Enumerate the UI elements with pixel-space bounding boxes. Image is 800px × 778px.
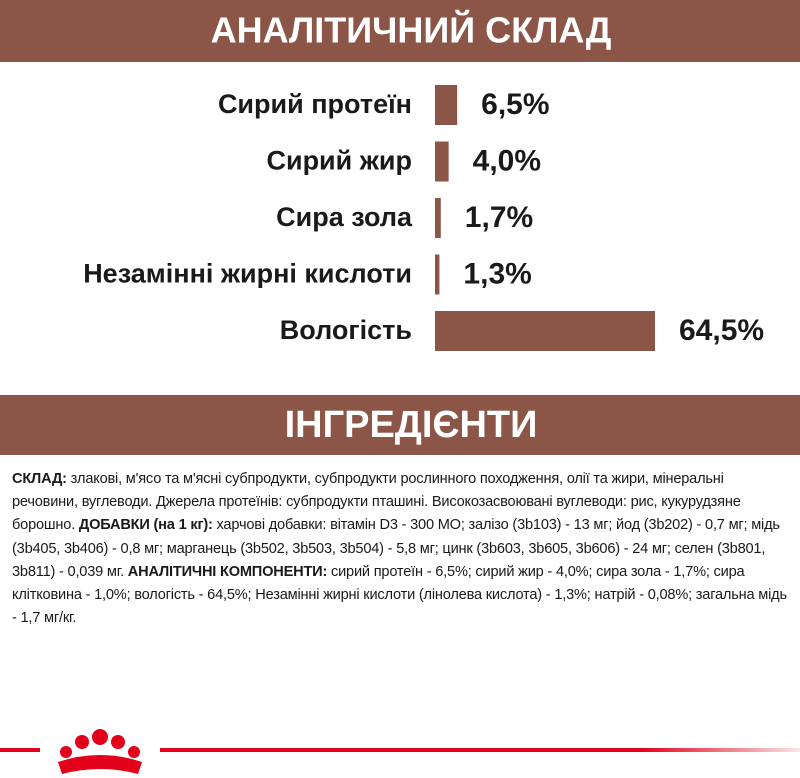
section-title: ІНГРЕДІЄНТИ (285, 404, 538, 446)
value-label: 64,5% (679, 314, 764, 347)
bar (435, 311, 655, 351)
crown-logo (58, 729, 142, 774)
chart: АНАЛІТИЧНИЙ СКЛАД ІНГРЕДІЄНТИ Сирий прот… (0, 0, 800, 455)
category-label: Незамінні жирні кислоти (83, 259, 412, 289)
value-label: 4,0% (473, 144, 541, 177)
text-run: харчові добавки: вітамін D3 - 300 МО; за… (12, 517, 780, 580)
chart-title: АНАЛІТИЧНИЙ СКЛАД (211, 9, 612, 51)
section-band (0, 395, 800, 455)
bold-run: АНАЛІТИЧНІ КОМПОНЕНТИ: (127, 563, 328, 580)
bold-run: ДОБАВКИ (на 1 кг): (78, 517, 213, 534)
category-label: Сирий жир (266, 146, 412, 176)
category-label: Вологість (280, 315, 412, 345)
text-run: злакові, м'ясо та м'ясні субпродукти, су… (12, 471, 741, 534)
bar (435, 254, 440, 295)
value-label: 1,7% (465, 201, 533, 234)
value-label: 1,3% (463, 257, 531, 290)
title-band (0, 0, 800, 62)
bar (435, 198, 441, 238)
footer (0, 729, 800, 774)
category-label: Сирий протеїн (218, 89, 412, 119)
footer-line (160, 748, 800, 752)
bar (435, 141, 449, 182)
category-label: Сира зола (276, 202, 413, 232)
footer-line (0, 748, 40, 752)
bold-run: СКЛАД: (12, 471, 67, 487)
value-label: 6,5% (481, 88, 549, 121)
bar (435, 85, 458, 125)
text-run: сирий протеїн - 6,5%; сирий жир - 4,0%; … (12, 563, 787, 627)
ingredients-text: СКЛАД: злакові, м'ясо та м'ясні субпроду… (12, 468, 790, 630)
